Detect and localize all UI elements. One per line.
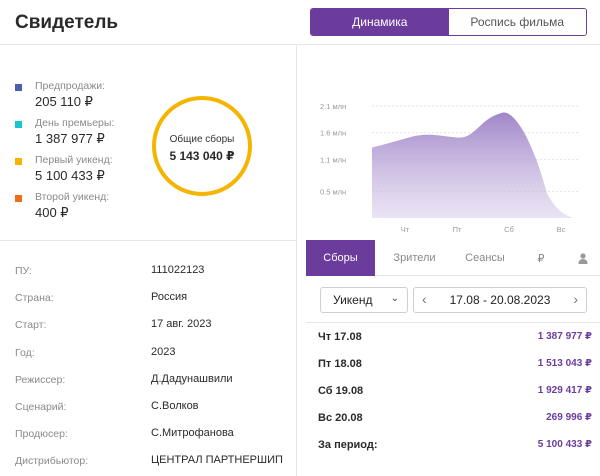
legend-marker bbox=[15, 158, 22, 165]
x-tick-label: Вс bbox=[557, 225, 566, 234]
chevron-down-icon: ⌄ bbox=[390, 293, 399, 304]
info-value: С.Волков bbox=[151, 399, 199, 412]
tab-gross[interactable]: Сборы bbox=[306, 240, 375, 276]
header: Свидетель Динамика Роспись фильма bbox=[0, 0, 600, 45]
ruble-icon[interactable]: ₽ bbox=[537, 252, 545, 265]
total-gross-ring: Общие сборы 5 143 040 ₽ bbox=[152, 96, 252, 196]
legend-label: День премьеры: bbox=[35, 117, 115, 129]
info-key: Сценарий: bbox=[15, 400, 67, 413]
row-day: Сб 19.08 bbox=[318, 385, 364, 397]
y-tick-label: 2.1 млн bbox=[320, 102, 346, 111]
info-value: 111022123 bbox=[151, 264, 205, 276]
total-gross-label: Общие сборы bbox=[169, 134, 235, 145]
info-key: Год: bbox=[15, 346, 35, 359]
row-value: 269 996 ₽ bbox=[546, 412, 592, 423]
info-row: Сценарий: С.Волков bbox=[15, 398, 290, 425]
divider bbox=[306, 322, 600, 323]
legend-marker bbox=[15, 195, 22, 202]
table-row-total: За период: 5 100 433 ₽ bbox=[306, 432, 600, 459]
info-row: Продюсер: С.Митрофанова bbox=[15, 425, 290, 452]
divider bbox=[296, 45, 297, 476]
legend-value: 205 110 ₽ bbox=[35, 94, 93, 109]
row-day: За период: bbox=[318, 439, 378, 451]
info-key: ПУ: bbox=[15, 265, 32, 277]
info-key: Старт: bbox=[15, 319, 47, 332]
y-tick-label: 1.6 млн bbox=[320, 129, 346, 138]
row-value: 5 100 433 ₽ bbox=[537, 439, 592, 450]
chevron-right-icon[interactable]: › bbox=[573, 291, 578, 307]
divider bbox=[0, 240, 296, 241]
legend-label: Второй уикенд: bbox=[35, 191, 110, 203]
info-key: Дистрибьютор: bbox=[15, 455, 89, 468]
legend-label: Первый уикенд: bbox=[35, 154, 113, 166]
info-row: Дистрибьютор: ЦЕНТРАЛ ПАРТНЕРШИП bbox=[15, 452, 290, 476]
info-key: Страна: bbox=[15, 292, 54, 305]
user-glyph bbox=[578, 252, 588, 264]
y-tick-label: 1.1 млн bbox=[320, 155, 346, 164]
x-tick-label: Чт bbox=[401, 225, 410, 234]
legend-item-presales: Предпродажи: 205 110 ₽ bbox=[15, 80, 114, 117]
film-info: ПУ: 111022123 Страна: Россия Старт: 17 а… bbox=[15, 262, 290, 476]
info-row: Год: 2023 bbox=[15, 344, 290, 371]
metric-tabs: Сборы Зрители Сеансы ₽ bbox=[306, 240, 600, 276]
user-icon[interactable] bbox=[566, 240, 600, 276]
chart-area bbox=[372, 112, 574, 218]
table-row: Сб 19.08 1 929 417 ₽ bbox=[306, 378, 600, 405]
legend-value: 1 387 977 ₽ bbox=[35, 131, 105, 146]
info-value: 17 авг. 2023 bbox=[151, 318, 212, 331]
date-range-picker: ‹ 17.08 - 20.08.2023 › bbox=[413, 287, 587, 313]
info-row: Старт: 17 авг. 2023 bbox=[15, 316, 290, 343]
info-value: ЦЕНТРАЛ ПАРТНЕРШИП bbox=[151, 454, 283, 467]
chevron-left-icon[interactable]: ‹ bbox=[422, 291, 427, 307]
tab-film-schedule[interactable]: Роспись фильма bbox=[448, 9, 586, 35]
revenue-legend: Предпродажи: 205 110 ₽ День премьеры: 1 … bbox=[15, 80, 114, 228]
daily-gross-chart: 0.5 млн 1.1 млн 1.6 млн 2.1 млн Чт Пт Сб Вс bbox=[320, 102, 580, 234]
info-value: Россия bbox=[151, 291, 188, 304]
legend-label: Предпродажи: bbox=[35, 80, 106, 92]
info-value: 2023 bbox=[151, 345, 176, 358]
view-switch: Динамика Роспись фильма bbox=[310, 8, 587, 36]
row-day: Пт 18.08 bbox=[318, 358, 362, 370]
info-row: Страна: Россия bbox=[15, 289, 290, 316]
row-value: 1 387 977 ₽ bbox=[537, 331, 592, 342]
row-day: Вс 20.08 bbox=[318, 412, 363, 424]
page-title: Свидетель bbox=[15, 12, 119, 33]
row-day: Чт 17.08 bbox=[318, 331, 362, 343]
date-range-text: 17.08 - 20.08.2023 bbox=[449, 293, 551, 307]
legend-item-first-weekend: Первый уикенд: 5 100 433 ₽ bbox=[15, 154, 114, 191]
info-key: Продюсер: bbox=[15, 428, 68, 441]
info-key: Режиссер: bbox=[15, 373, 66, 386]
legend-marker bbox=[15, 121, 22, 128]
row-value: 1 929 417 ₽ bbox=[537, 385, 592, 396]
info-value: Д.Дадунашвили bbox=[151, 372, 233, 385]
tab-dynamics[interactable]: Динамика bbox=[311, 9, 449, 35]
x-tick-label: Сб bbox=[504, 225, 514, 234]
y-tick-label: 0.5 млн bbox=[320, 187, 346, 196]
table-row: Вс 20.08 269 996 ₽ bbox=[306, 405, 600, 432]
total-gross-value: 5 143 040 ₽ bbox=[169, 149, 235, 163]
daily-gross-table: Чт 17.08 1 387 977 ₽ Пт 18.08 1 513 043 … bbox=[306, 324, 600, 459]
x-tick-label: Пт bbox=[453, 225, 462, 234]
legend-item-second-weekend: Второй уикенд: 400 ₽ bbox=[15, 191, 114, 228]
period-select-value: Уикенд bbox=[333, 293, 373, 307]
table-row: Чт 17.08 1 387 977 ₽ bbox=[306, 324, 600, 351]
legend-value: 400 ₽ bbox=[35, 205, 69, 220]
row-value: 1 513 043 ₽ bbox=[537, 358, 592, 369]
table-row: Пт 18.08 1 513 043 ₽ bbox=[306, 351, 600, 378]
info-value: С.Митрофанова bbox=[151, 427, 234, 440]
legend-item-premiere: День премьеры: 1 387 977 ₽ bbox=[15, 117, 114, 154]
info-row: Режиссер: Д.Дадунашвили bbox=[15, 371, 290, 398]
info-row: ПУ: 111022123 bbox=[15, 262, 290, 289]
legend-marker bbox=[15, 84, 22, 91]
legend-value: 5 100 433 ₽ bbox=[35, 168, 105, 183]
period-select[interactable]: Уикенд ⌄ bbox=[320, 287, 408, 313]
tab-sessions[interactable]: Сеансы bbox=[465, 252, 505, 264]
tab-viewers[interactable]: Зрители bbox=[393, 252, 436, 264]
